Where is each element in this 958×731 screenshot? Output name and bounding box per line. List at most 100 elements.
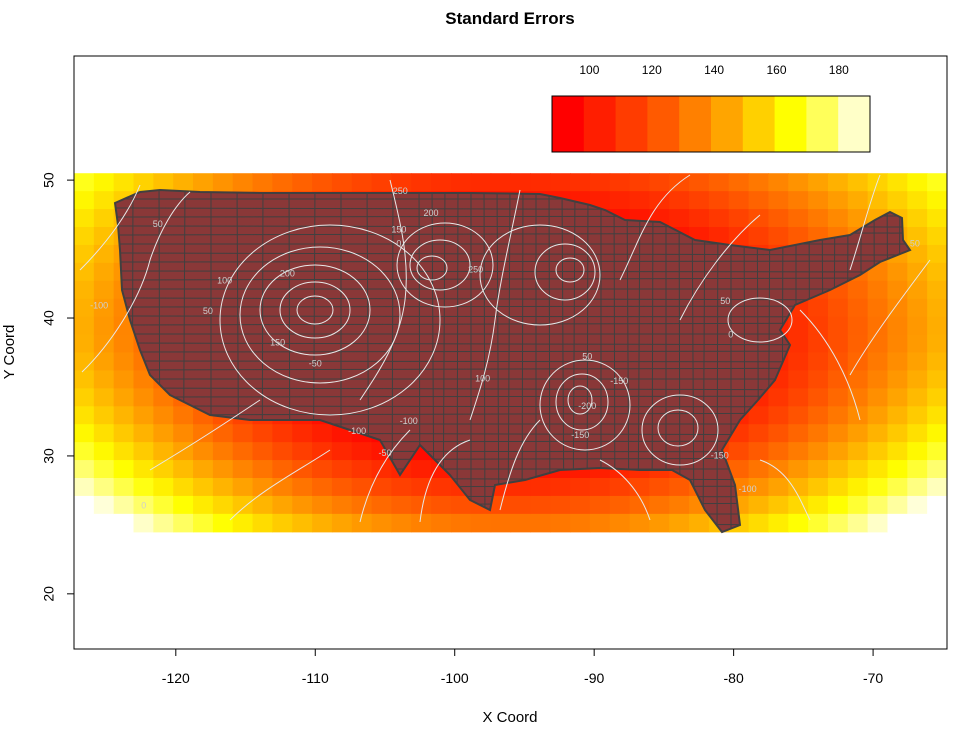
y-tick-label: 40: [41, 310, 57, 326]
heatmap-cell: [93, 280, 115, 300]
heatmap-cell: [371, 173, 393, 192]
heatmap-cell: [927, 478, 947, 497]
heatmap-cell: [212, 173, 234, 192]
county-border: [496, 190, 500, 532]
heatmap-cell: [272, 442, 293, 461]
heatmap-cell: [133, 460, 154, 479]
heatmap-cell: [788, 370, 809, 389]
heatmap-cell: [133, 495, 154, 515]
heatmap-cell: [292, 424, 313, 443]
heatmap-cell: [391, 513, 412, 533]
heatmap-cell: [748, 442, 770, 461]
contour-line: [359, 179, 407, 401]
heatmap-cell: [927, 513, 947, 533]
legend-colorbar: [552, 96, 871, 152]
legend-swatch: [679, 96, 712, 152]
heatmap-cell: [867, 478, 889, 497]
contour-label: -150: [571, 430, 589, 440]
heatmap-cell: [133, 424, 154, 443]
heatmap-cell: [411, 495, 432, 515]
contour-labels: 100 200 50 50 -100 150 -100 -50 250 200 150 0 250 100…: [90, 186, 920, 510]
heatmap-cell: [331, 495, 353, 515]
heatmap-cell: [113, 495, 135, 515]
heatmap-cell: [589, 173, 611, 192]
heatmap-cell: [351, 442, 373, 461]
heatmap-cell: [570, 173, 591, 192]
heatmap-cell: [907, 191, 928, 210]
heatmap-cell: [907, 262, 928, 282]
heatmap-cell: [530, 478, 551, 497]
heatmap-cell: [93, 316, 115, 336]
contour-label: -100: [400, 416, 418, 426]
heatmap-cell: [133, 388, 154, 407]
heatmap-cell: [391, 173, 412, 192]
heatmap-cell: [173, 478, 194, 497]
heatmap-cell: [887, 513, 908, 533]
heatmap-cell: [93, 370, 115, 389]
heatmap-cell: [74, 442, 95, 461]
legend-tick-label: 140: [704, 63, 724, 77]
heatmap-cell: [827, 424, 849, 443]
heatmap-cell: [808, 460, 829, 479]
heatmap-cell: [411, 513, 432, 533]
heatmap-cell: [173, 424, 194, 443]
contour-line: [727, 297, 793, 343]
heatmap-cell: [530, 495, 551, 515]
contour-label: 0: [396, 238, 401, 248]
heatmap-cell: [907, 298, 928, 318]
heatmap-cell: [232, 460, 254, 479]
heatmap-cell: [490, 173, 512, 192]
heatmap-cell: [450, 495, 472, 515]
contour-label: 250: [393, 186, 408, 196]
heatmap-cell: [907, 280, 928, 300]
heatmap-cell: [74, 460, 95, 479]
heatmap-cell: [331, 460, 353, 479]
heatmap-cell: [708, 191, 730, 210]
heatmap-cell: [887, 370, 908, 389]
legend-tick-label: 180: [829, 63, 849, 77]
heatmap-cell: [808, 495, 829, 515]
contour-line: [239, 246, 401, 384]
y-tick-label: 30: [41, 448, 57, 464]
heatmap-cell: [371, 460, 393, 479]
heatmap-cell: [113, 513, 135, 533]
heatmap-cell: [867, 280, 889, 300]
heatmap-cell: [867, 316, 889, 336]
heatmap-cell: [272, 173, 293, 192]
heatmap-cell: [649, 513, 670, 533]
heatmap-cell: [232, 173, 254, 192]
heatmap-cell: [371, 513, 393, 533]
heatmap-cell: [847, 513, 869, 533]
county-border: [702, 190, 706, 532]
county-border: [115, 260, 910, 263]
heatmap-cell: [887, 334, 908, 354]
heatmap-cell: [808, 388, 829, 407]
heatmap-cell: [292, 495, 313, 515]
heatmap-cell: [808, 352, 829, 372]
heatmap-cell: [609, 478, 631, 497]
heatmap-cell: [93, 406, 115, 425]
heatmap-cell: [570, 478, 591, 497]
contour-line: [259, 264, 371, 356]
heatmap-cell: [629, 478, 650, 497]
contour-line: [619, 174, 691, 281]
heatmap-cell: [550, 478, 571, 497]
heatmap-cell: [907, 478, 928, 497]
heatmap-cell: [808, 173, 829, 192]
heatmap-cell: [93, 460, 115, 479]
heatmap-cell: [708, 209, 730, 228]
heatmap-cell: [113, 424, 135, 443]
heatmap-cell: [847, 191, 869, 210]
heatmap-cell: [748, 173, 770, 192]
heatmap-cell: [411, 460, 432, 479]
heatmap-cell: [371, 495, 393, 515]
contour-label: -100: [348, 426, 366, 436]
county-border: [483, 190, 486, 532]
heatmap-cell: [808, 370, 829, 389]
heatmap-cell: [748, 460, 770, 479]
heatmap-cell: [847, 298, 869, 318]
heatmap-cell: [74, 262, 95, 282]
heatmap-cell: [93, 495, 115, 515]
heatmap-cell: [331, 442, 353, 461]
heatmap-cell: [887, 495, 908, 515]
